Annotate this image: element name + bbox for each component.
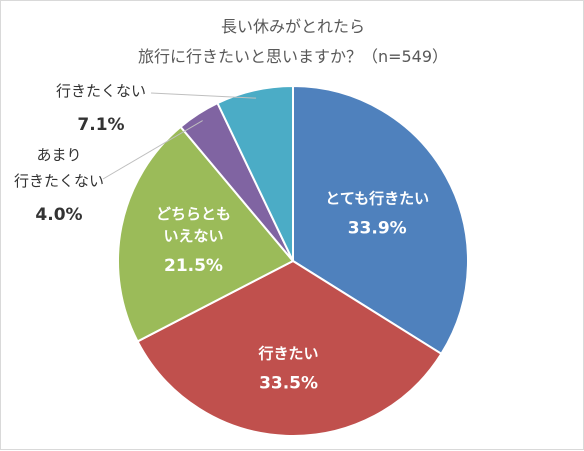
- slice-label-not-really-line-2: 行きたくない: [14, 172, 104, 190]
- slice-label-very-want: とても行きたい: [325, 189, 429, 207]
- slice-value-not-want: 7.1%: [77, 115, 124, 135]
- slice-label-not-want: 行きたくない: [56, 82, 146, 100]
- slice-value-not-really: 4.0%: [35, 205, 82, 225]
- slice-value-neutral: 21.5%: [164, 256, 223, 276]
- leader-line-not-want: [150, 92, 257, 99]
- pie-slice-want: [136, 259, 443, 437]
- leader-line-not-really: [102, 120, 203, 180]
- slice-label-not-really-line-1: あまり: [36, 146, 81, 164]
- slice-value-want: 33.5%: [259, 373, 318, 393]
- slice-label-neutral-line-1: どちらとも: [156, 205, 231, 223]
- pie-slice-not-want: [216, 84, 294, 262]
- slice-label-want: 行きたい: [258, 344, 319, 362]
- slice-value-very-want: 33.9%: [348, 218, 407, 238]
- chart-title-line-2: 旅行に行きたいと思いますか？（n=549）: [137, 47, 449, 66]
- chart-title-line-1: 長い休みがとれたら: [220, 17, 365, 36]
- pie-slice-very-want: [292, 84, 469, 356]
- slice-label-neutral-line-2: いえない: [163, 227, 223, 245]
